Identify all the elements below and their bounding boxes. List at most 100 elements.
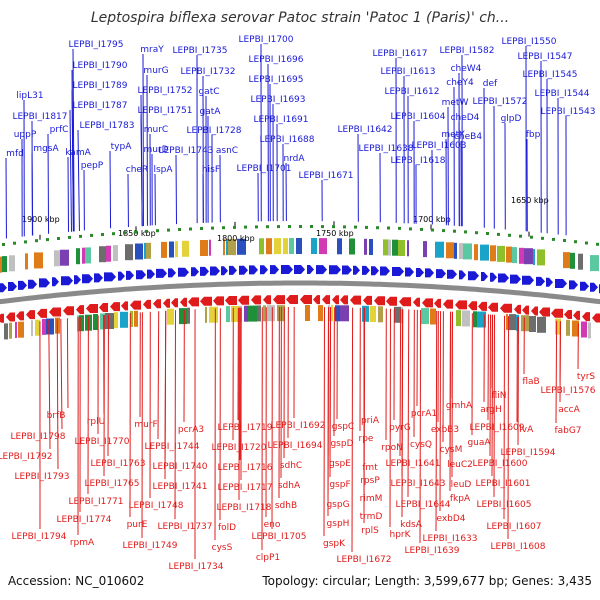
reverse-gene-label-12[interactable]: murF: [134, 420, 157, 430]
reverse-gene-label-66[interactable]: exbD4: [436, 514, 465, 524]
reverse-gene-label-75[interactable]: LEPBI_I1607: [486, 522, 541, 532]
forward-gene-label-46[interactable]: LEPBI_I1618: [390, 156, 445, 166]
reverse-gene-label-55[interactable]: pcrA1: [411, 409, 437, 419]
reverse-gene-label-17[interactable]: purE: [127, 520, 148, 530]
forward-gene-label-32[interactable]: LEPBI_I1695: [248, 75, 303, 85]
forward-gene-label-33[interactable]: LEPBI_I1693: [250, 95, 305, 105]
reverse-gene-label-29[interactable]: LEPBI_I1692: [270, 421, 325, 431]
reverse-gene-label-37[interactable]: gspC: [332, 422, 354, 432]
forward-gene-label-8[interactable]: prfC: [50, 125, 69, 135]
forward-gene-label-18[interactable]: LEPBI_I1751: [137, 106, 192, 116]
forward-gene-label-43[interactable]: LEPBI_I1603: [411, 141, 466, 151]
reverse-gene-label-13[interactable]: LEPBI_I1744: [144, 442, 199, 452]
reverse-gene-label-38[interactable]: gspD: [330, 439, 353, 449]
forward-gene-label-50[interactable]: metW: [442, 98, 469, 108]
reverse-gene-label-82[interactable]: LEPBI_I1576: [540, 386, 595, 396]
forward-gene-label-55[interactable]: LEPBI_I1572: [472, 97, 527, 107]
forward-gene-label-37[interactable]: LEPBI_I1701: [236, 164, 291, 174]
reverse-gene-label-78[interactable]: fliN: [492, 391, 507, 401]
reverse-gene-label-16[interactable]: LEPBI_I1748: [128, 501, 183, 511]
reverse-gene-label-47[interactable]: fmt: [362, 463, 378, 473]
forward-gene-label-52[interactable]: metY: [441, 130, 465, 140]
forward-gene-label-27[interactable]: LEPBI_I1743: [158, 146, 213, 156]
forward-gene-label-34[interactable]: LEPBI_I1691: [253, 115, 308, 125]
reverse-gene-label-67[interactable]: LEPBI_I1633: [422, 534, 477, 544]
forward-gene-label-3[interactable]: LEPBI_I1787: [72, 101, 127, 111]
reverse-gene-label-15[interactable]: LEPBI_I1741: [152, 482, 207, 492]
forward-gene-label-9[interactable]: mgsA: [33, 144, 59, 154]
forward-gene-label-38[interactable]: LEPBI_I1671: [298, 171, 353, 181]
forward-gene-label-25[interactable]: gatA: [200, 107, 222, 117]
reverse-gene-label-32[interactable]: sdhA: [278, 481, 301, 491]
reverse-gene-label-1[interactable]: brfB: [47, 411, 66, 421]
reverse-gene-label-64[interactable]: leuD: [451, 480, 472, 490]
forward-gene-label-47[interactable]: LEPBI_I1582: [439, 46, 494, 56]
reverse-gene-label-61[interactable]: exbB3: [431, 425, 459, 435]
reverse-gene-label-14[interactable]: LEPBI_I1740: [152, 462, 207, 472]
forward-gene-label-53[interactable]: cheB4: [454, 132, 482, 142]
reverse-gene-label-44[interactable]: LEPBI_I1672: [336, 555, 391, 565]
reverse-gene-label-6[interactable]: LEPBI_I1770: [74, 437, 129, 447]
reverse-gene-label-8[interactable]: LEPBI_I1765: [84, 479, 139, 489]
reverse-gene-label-50[interactable]: trmD: [360, 512, 383, 522]
reverse-gene-label-36[interactable]: clpP1: [256, 553, 280, 563]
reverse-gene-label-25[interactable]: LEPBI_I1717: [217, 483, 272, 493]
reverse-gene-label-31[interactable]: sdhC: [280, 461, 302, 471]
forward-gene-label-41[interactable]: LEPBI_I1612: [384, 87, 439, 97]
reverse-gene-label-0[interactable]: LEPBI_I1798: [10, 432, 65, 442]
forward-gene-label-28[interactable]: hisF: [202, 165, 220, 175]
forward-gene-label-6[interactable]: LEPBI_I1817: [12, 112, 67, 122]
forward-gene-label-19[interactable]: murC: [144, 125, 168, 135]
reverse-gene-label-63[interactable]: leuC2: [447, 460, 473, 470]
forward-gene-label-5[interactable]: lipL31: [16, 91, 43, 101]
forward-gene-label-44[interactable]: LEPBI_I1642: [337, 125, 392, 135]
forward-gene-label-45[interactable]: LEPBI_I1638: [358, 144, 413, 154]
forward-gene-label-1[interactable]: LEPBI_I1790: [72, 61, 127, 71]
reverse-gene-label-21[interactable]: LEPBI_I1734: [168, 562, 223, 572]
reverse-gene-label-48[interactable]: rpsP: [360, 476, 380, 486]
reverse-gene-label-28[interactable]: cysS: [212, 543, 233, 553]
forward-gene-label-56[interactable]: glpD: [501, 114, 522, 124]
reverse-gene-label-81[interactable]: flaB: [522, 377, 539, 387]
reverse-gene-label-59[interactable]: LEPBI_I1644: [395, 500, 450, 510]
reverse-gene-label-4[interactable]: LEPBI_I1794: [11, 532, 66, 542]
reverse-gene-label-18[interactable]: LEPBI_I1749: [122, 541, 177, 551]
forward-gene-label-10[interactable]: mfd: [6, 149, 24, 159]
forward-gene-label-15[interactable]: mraY: [140, 45, 164, 55]
forward-gene-label-11[interactable]: kamA: [65, 148, 91, 158]
forward-gene-label-48[interactable]: cheW4: [451, 64, 482, 74]
forward-gene-label-42[interactable]: LEPBI_I1604: [390, 112, 445, 122]
reverse-gene-label-57[interactable]: LEPBI_I1641: [385, 459, 440, 469]
reverse-gene-label-42[interactable]: gspH: [327, 519, 350, 529]
forward-gene-label-40[interactable]: LEPBI_I1613: [380, 67, 435, 77]
forward-gene-label-26[interactable]: LEPBI_I1728: [186, 126, 241, 136]
reverse-gene-label-73[interactable]: LEPBI_I1601: [475, 479, 530, 489]
forward-gene-label-57[interactable]: fbp: [526, 130, 541, 140]
reverse-gene-label-20[interactable]: LEPBI_I1737: [157, 522, 212, 532]
reverse-gene-label-7[interactable]: LEPBI_I1763: [90, 459, 145, 469]
reverse-gene-label-76[interactable]: LEPBI_I1608: [490, 542, 545, 552]
reverse-gene-label-41[interactable]: gspG: [326, 500, 349, 510]
reverse-gene-label-43[interactable]: gspK: [323, 539, 346, 549]
reverse-gene-label-58[interactable]: LEPBI_I1643: [390, 479, 445, 489]
reverse-gene-label-39[interactable]: gspE: [329, 459, 351, 469]
reverse-gene-label-2[interactable]: LEPBI_I1792: [0, 452, 53, 462]
reverse-gene-label-19[interactable]: pcrA3: [178, 425, 204, 435]
forward-gene-label-59[interactable]: LEPBI_I1547: [517, 52, 572, 62]
reverse-gene-label-11[interactable]: rpmA: [70, 538, 95, 548]
reverse-gene-label-56[interactable]: cysQ: [410, 440, 432, 450]
forward-gene-label-12[interactable]: pepP: [81, 161, 104, 171]
reverse-gene-label-53[interactable]: rpoN: [381, 443, 403, 453]
reverse-gene-label-65[interactable]: fkpA: [450, 494, 471, 504]
forward-gene-label-2[interactable]: LEPBI_I1789: [72, 81, 127, 91]
reverse-gene-label-79[interactable]: ilvA: [517, 425, 534, 435]
reverse-gene-label-62[interactable]: cysM: [440, 445, 463, 455]
reverse-gene-label-85[interactable]: fabG7: [554, 426, 581, 436]
forward-gene-label-16[interactable]: murG: [143, 66, 168, 76]
forward-gene-label-23[interactable]: LEPBI_I1732: [180, 67, 235, 77]
reverse-gene-label-83[interactable]: tyrS: [577, 372, 596, 382]
reverse-gene-label-45[interactable]: priA: [361, 416, 380, 426]
forward-gene-label-36[interactable]: nrdA: [283, 154, 305, 164]
reverse-gene-label-60[interactable]: kdsA: [400, 520, 423, 530]
